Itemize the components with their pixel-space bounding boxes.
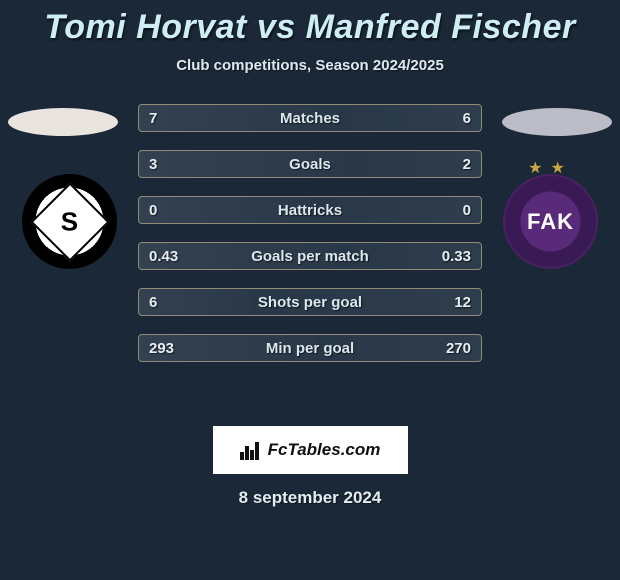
stat-row: 293Min per goal270 bbox=[138, 334, 482, 362]
stat-label: Min per goal bbox=[139, 335, 481, 361]
stat-row: 7Matches6 bbox=[138, 104, 482, 132]
player-left-ellipse bbox=[8, 108, 118, 136]
club-left-initial: S bbox=[61, 206, 78, 237]
bars-icon bbox=[240, 440, 262, 460]
stat-row: 6Shots per goal12 bbox=[138, 288, 482, 316]
stat-value-right: 6 bbox=[453, 105, 481, 131]
club-left-logo: S bbox=[22, 174, 117, 269]
club-right-logo: ★★ FAK bbox=[503, 174, 598, 269]
stat-row: 3Goals2 bbox=[138, 150, 482, 178]
stat-value-right: 0 bbox=[453, 197, 481, 223]
stat-row: 0Hattricks0 bbox=[138, 196, 482, 224]
stat-label: Goals bbox=[139, 151, 481, 177]
comparison-area: S ★★ FAK 7Matches6 3Goals2 0Hattricks0 0.43… bbox=[0, 104, 620, 404]
watermark-text: FcTables.com bbox=[268, 440, 381, 460]
stat-bars: 7Matches6 3Goals2 0Hattricks0 0.43Goals per… bbox=[138, 104, 482, 380]
stat-value-right: 270 bbox=[436, 335, 481, 361]
subtitle: Club competitions, Season 2024/2025 bbox=[0, 57, 620, 74]
stat-value-right: 12 bbox=[444, 289, 481, 315]
page-title: Tomi Horvat vs Manfred Fischer bbox=[0, 0, 620, 47]
stat-row: 0.43Goals per match0.33 bbox=[138, 242, 482, 270]
stat-label: Hattricks bbox=[139, 197, 481, 223]
stat-label: Goals per match bbox=[139, 243, 481, 269]
club-right-initial: FAK bbox=[527, 209, 574, 235]
stat-label: Shots per goal bbox=[139, 289, 481, 315]
watermark-badge: FcTables.com bbox=[213, 426, 408, 474]
player-right-ellipse bbox=[502, 108, 612, 136]
stat-label: Matches bbox=[139, 105, 481, 131]
date-label: 8 september 2024 bbox=[0, 488, 620, 508]
stars-icon: ★★ bbox=[505, 158, 596, 178]
stat-value-right: 2 bbox=[453, 151, 481, 177]
stat-value-right: 0.33 bbox=[432, 243, 481, 269]
